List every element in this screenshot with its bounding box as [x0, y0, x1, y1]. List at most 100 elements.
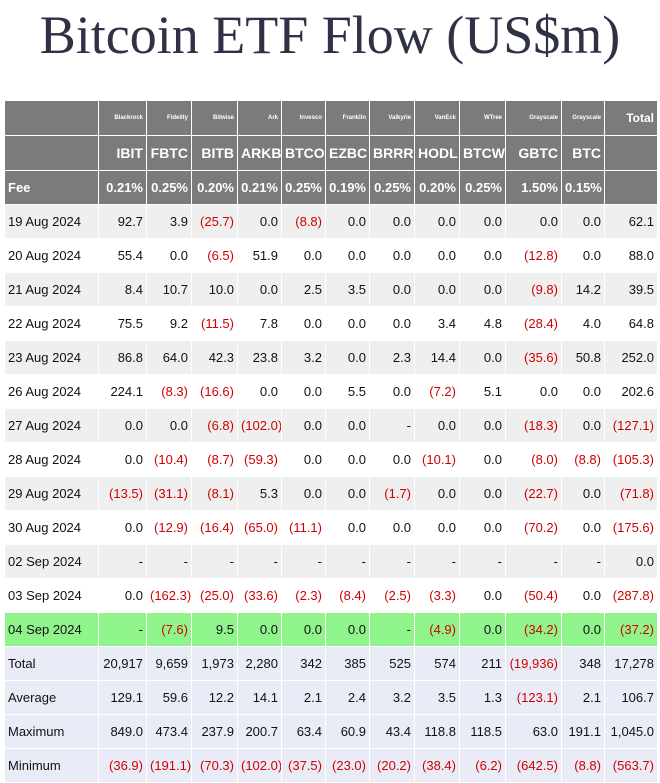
ticker-symbol: HODL	[414, 135, 460, 171]
flow-cell: 0.0	[561, 238, 605, 273]
flow-cell: 0.0	[281, 306, 326, 341]
summary-total: 1,045.0	[604, 714, 658, 749]
flow-cell: 0.0	[459, 578, 506, 613]
summary-cell: (38.4)	[414, 748, 460, 783]
flow-cell: 0.0	[369, 272, 415, 307]
row-date: 30 Aug 2024	[4, 510, 99, 545]
row-date: 02 Sep 2024	[4, 544, 99, 579]
flow-cell: 86.8	[98, 340, 147, 375]
table-row: 20 Aug 2024 55.4 0.0 (6.5) 51.9 0.0 0.0 0.0 0.0 0…	[4, 238, 658, 273]
issuer-name: Grayscale	[505, 100, 562, 136]
flow-cell: (7.6)	[146, 612, 192, 647]
row-total: 62.1	[604, 204, 658, 239]
table-row: 19 Aug 2024 92.7 3.9 (25.7) 0.0 (8.8) 0.0 0.0 0.…	[4, 204, 658, 239]
flow-cell: 0.0	[281, 612, 326, 647]
flow-cell: 0.0	[237, 374, 282, 409]
flow-cell: 0.0	[459, 408, 506, 443]
summary-cell: 211	[459, 646, 506, 681]
flow-cell: (10.4)	[146, 442, 192, 477]
flow-cell: 64.0	[146, 340, 192, 375]
issuer-name: Franklin	[325, 100, 370, 136]
summary-cell: 3.5	[414, 680, 460, 715]
flow-cell: 0.0	[325, 476, 370, 511]
table-row: 22 Aug 2024 75.5 9.2 (11.5) 7.8 0.0 0.0 0.0 3.4 4…	[4, 306, 658, 341]
flow-cell: (12.8)	[505, 238, 562, 273]
summary-cell: 473.4	[146, 714, 192, 749]
row-date: 22 Aug 2024	[4, 306, 99, 341]
row-date: 28 Aug 2024	[4, 442, 99, 477]
summary-cell: (23.0)	[325, 748, 370, 783]
flow-cell: (102.0)	[237, 408, 282, 443]
flow-cell: (22.7)	[505, 476, 562, 511]
summary-cell: 129.1	[98, 680, 147, 715]
flow-cell: 42.3	[191, 340, 238, 375]
flow-cell: (8.8)	[561, 442, 605, 477]
flow-cell: 0.0	[281, 238, 326, 273]
row-total: (127.1)	[604, 408, 658, 443]
flow-cell: 55.4	[98, 238, 147, 273]
summary-cell: 1.3	[459, 680, 506, 715]
flow-cell: (31.1)	[146, 476, 192, 511]
flow-cell: (8.4)	[325, 578, 370, 613]
flow-cell: (59.3)	[237, 442, 282, 477]
flow-cell: 3.2	[281, 340, 326, 375]
flow-cell: 0.0	[561, 408, 605, 443]
row-date: 27 Aug 2024	[4, 408, 99, 443]
summary-label: Average	[4, 680, 99, 715]
fee-value: 0.25%	[459, 170, 506, 205]
summary-row: Maximum 849.0 473.4 237.9 200.7 63.4 60.9 43.4 1…	[4, 714, 658, 749]
flow-cell: 10.7	[146, 272, 192, 307]
summary-cell: 1,973	[191, 646, 238, 681]
flow-cell: (35.6)	[505, 340, 562, 375]
fee-value: 0.20%	[414, 170, 460, 205]
summary-cell: 237.9	[191, 714, 238, 749]
row-total: (71.8)	[604, 476, 658, 511]
flow-cell: -	[281, 544, 326, 579]
flow-cell: 0.0	[325, 204, 370, 239]
summary-cell: 14.1	[237, 680, 282, 715]
table-row: 28 Aug 2024 0.0 (10.4) (8.7) (59.3) 0.0 0.0 0.0…	[4, 442, 658, 477]
summary-cell: 63.4	[281, 714, 326, 749]
flow-cell: 0.0	[146, 238, 192, 273]
ticker-symbol: FBTC	[146, 135, 192, 171]
flow-cell: 0.0	[325, 612, 370, 647]
summary-cell: 342	[281, 646, 326, 681]
summary-cell: 849.0	[98, 714, 147, 749]
row-total: 39.5	[604, 272, 658, 307]
flow-cell: 0.0	[281, 442, 326, 477]
flow-cell: 0.0	[459, 272, 506, 307]
flow-cell: 0.0	[414, 272, 460, 307]
flow-cell: (8.3)	[146, 374, 192, 409]
table-row: 02 Sep 2024- - - - - - - - - - -0.0	[4, 544, 658, 579]
flow-cell: (13.5)	[98, 476, 147, 511]
summary-cell: 2.1	[561, 680, 605, 715]
summary-cell: (8.8)	[561, 748, 605, 783]
summary-cell: 59.6	[146, 680, 192, 715]
flow-cell: 0.0	[505, 374, 562, 409]
flow-cell: -	[369, 408, 415, 443]
row-date: 21 Aug 2024	[4, 272, 99, 307]
summary-cell: (19,936)	[505, 646, 562, 681]
row-date: 26 Aug 2024	[4, 374, 99, 409]
summary-cell: 118.8	[414, 714, 460, 749]
flow-cell: 0.0	[98, 442, 147, 477]
flow-cell: 9.2	[146, 306, 192, 341]
issuer-name: Grayscale	[561, 100, 605, 136]
ticker-symbol: BITB	[191, 135, 238, 171]
flow-cell: (6.5)	[191, 238, 238, 273]
summary-cell: 118.5	[459, 714, 506, 749]
flow-cell: 75.5	[98, 306, 147, 341]
fee-value: 0.25%	[281, 170, 326, 205]
flow-cell: 0.0	[561, 578, 605, 613]
flow-cell: (8.1)	[191, 476, 238, 511]
summary-row: Minimum (36.9) (191.1) (70.3) (102.0) (37.5)(…	[4, 748, 658, 783]
summary-label: Maximum	[4, 714, 99, 749]
summary-cell: 2,280	[237, 646, 282, 681]
flow-cell: (8.7)	[191, 442, 238, 477]
flow-cell: (3.3)	[414, 578, 460, 613]
flow-cell: -	[191, 544, 238, 579]
corner-cell	[4, 100, 99, 136]
flow-cell: 0.0	[325, 306, 370, 341]
flow-cell: (6.8)	[191, 408, 238, 443]
flow-cell: (11.5)	[191, 306, 238, 341]
